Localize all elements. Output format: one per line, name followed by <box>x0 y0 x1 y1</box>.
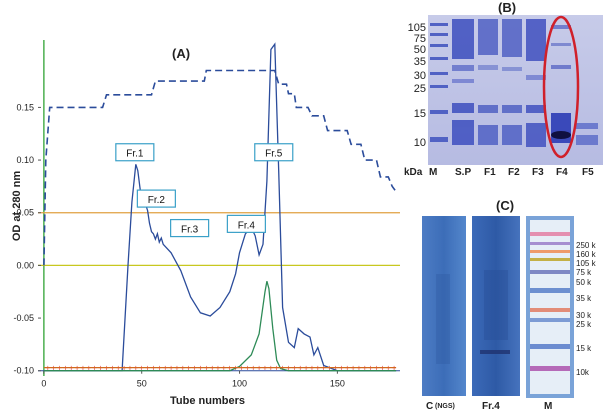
marker-25: 25 <box>413 83 426 95</box>
f4-highlight-circle <box>542 15 580 159</box>
lane-label-marker: M <box>544 401 553 412</box>
gel-lane-f5 <box>576 123 598 145</box>
lane-label-sp: S.P <box>455 167 472 178</box>
gel-b-lane-labels: kDa M S.P F1 F2 F3 F4 F5 <box>404 167 604 183</box>
marker-105: 105 <box>407 22 426 34</box>
lane-label-c: C <box>426 401 434 412</box>
lane-label-f3: F3 <box>532 167 544 178</box>
strip-fr4 <box>472 216 520 396</box>
y-tick-label: -0.10 <box>13 366 34 376</box>
fraction-box-1 <box>115 143 155 162</box>
lane-label-f5: F5 <box>582 167 594 178</box>
fraction-label-2: Fr.2 <box>148 195 166 206</box>
kda-label: kDa <box>404 167 423 178</box>
y-tick-label: -0.05 <box>13 313 34 323</box>
gel-lane-sp <box>452 19 474 145</box>
y-tick-label: 0.10 <box>16 155 34 165</box>
marker-35: 35 <box>413 56 426 68</box>
marker-10: 10 <box>413 137 426 149</box>
panel-b-label: (B) <box>498 0 517 15</box>
gel-lane-f4 <box>551 25 571 143</box>
c-marker-25k: 25 k <box>576 320 592 329</box>
gel-lane-m <box>430 23 448 142</box>
marker-50: 50 <box>413 44 426 56</box>
x-tick-label: 150 <box>330 379 345 389</box>
marker-75: 75 <box>413 33 426 45</box>
blot-c-lane-labels: C (NGS) Fr.4 M <box>416 400 591 414</box>
y-axis-label: OD at 280 nm <box>11 170 23 242</box>
marker-30: 30 <box>413 70 426 82</box>
x-tick-label: 100 <box>232 379 247 389</box>
y-tick-label: 0.00 <box>16 260 34 270</box>
x-tick-label: 50 <box>137 379 147 389</box>
c-marker-30k: 30 k <box>576 311 592 320</box>
lane-label-fr4: Fr.4 <box>482 401 500 412</box>
c-marker-50k: 50 k <box>576 278 592 287</box>
marker-strip-bands <box>530 232 570 371</box>
fraction-box-4 <box>226 214 266 233</box>
fraction-box-2 <box>136 189 176 208</box>
y-tick-label: 0.15 <box>16 102 34 112</box>
strip-c-ngs <box>422 216 466 396</box>
fraction-label-4: Fr.4 <box>238 220 256 231</box>
c-marker-35k: 35 k <box>576 294 592 303</box>
gel-lane-f3 <box>526 19 546 147</box>
gel-lane-f2 <box>502 19 522 145</box>
c-marker-160k: 160 k <box>576 250 596 259</box>
gel-b-image <box>428 15 603 165</box>
y-tick-label: 0.05 <box>16 208 34 218</box>
series-line-1 <box>43 69 397 266</box>
c-marker-10k: 10k <box>576 368 589 377</box>
gel-lane-f1 <box>478 19 498 145</box>
fraction-box-5 <box>254 143 294 162</box>
marker-15: 15 <box>413 108 426 120</box>
gel-b-marker-labels: 105 75 50 35 30 25 15 10 <box>396 0 426 180</box>
fraction-box-3 <box>170 218 210 238</box>
lane-label-m: M <box>429 167 438 178</box>
fraction-label-3: Fr.3 <box>181 225 199 236</box>
lane-label-f4: F4 <box>556 167 568 178</box>
blot-c-marker-labels: 250 k 160 k 105 k 75 k 50 k 35 k 30 k 25… <box>576 214 605 404</box>
series-line-2 <box>43 281 397 372</box>
lane-label-f2: F2 <box>508 167 520 178</box>
blot-c-image <box>416 214 591 400</box>
chromatogram-chart: 0.150.100.050.00-0.05-0.100 50 100 150+ + + + +… <box>13 40 400 389</box>
c-marker-15k: 15 k <box>576 344 592 353</box>
fraction-label-5: Fr.5 <box>265 149 283 160</box>
fraction-label-1: Fr.1 <box>126 149 144 160</box>
lane-label-ngs: (NGS) <box>435 403 455 410</box>
panel-a-label: (A) <box>172 46 191 61</box>
c-marker-250k: 250 k <box>576 241 596 250</box>
c-marker-75k: 75 k <box>576 268 592 277</box>
panel-c-label: (C) <box>496 198 515 213</box>
x-tick-label: 0 <box>41 379 46 389</box>
c-marker-105k: 105 k <box>576 259 596 268</box>
series-line-0 <box>43 42 397 372</box>
x-axis-label: Tube numbers <box>170 395 245 407</box>
lane-label-f1: F1 <box>484 167 496 178</box>
